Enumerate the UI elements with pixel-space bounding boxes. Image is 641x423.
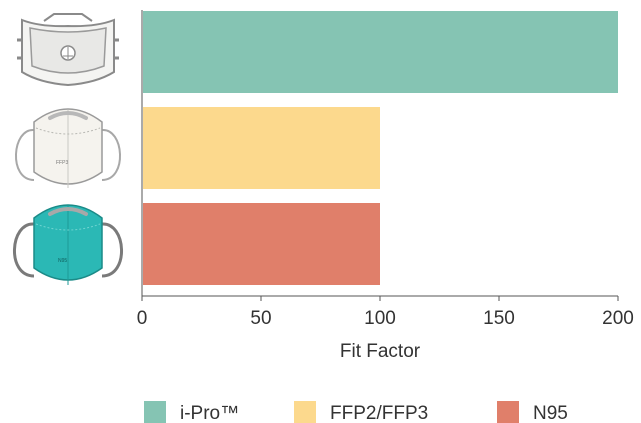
x-tick-label-50: 50 [250,308,271,329]
x-tick-label-100: 100 [364,308,396,329]
n95-mask-icon: N95 [13,204,123,285]
legend-swatch-n95 [497,401,519,423]
x-axis-title: Fit Factor [340,341,421,362]
bars-layer [143,11,618,285]
x-tick-label-0: 0 [137,308,148,329]
x-tick-label-150: 150 [483,308,515,329]
legend-swatch-i-pro [144,401,166,423]
bar-i-pro [143,11,618,93]
bar-ffp2-ffp3 [143,107,380,189]
x-axis-ticks: 0 50 100 150 200 [137,296,634,329]
bar-n95 [143,203,380,285]
legend: i-Pro™ FFP2/FFP3 N95 [144,401,568,423]
ipro-mask-icon [17,13,119,87]
legend-label-i-pro: i-Pro™ [180,403,239,423]
ffp-mask-text: FFP3 [56,160,68,166]
legend-swatch-ffp2-ffp3 [294,401,316,423]
n95-mask-text: N95 [58,258,67,264]
x-tick-label-200: 200 [602,308,634,329]
legend-label-ffp2-ffp3: FFP2/FFP3 [330,403,428,423]
legend-label-n95: N95 [533,403,568,423]
ffp-mask-icon: FFP3 [15,108,121,188]
